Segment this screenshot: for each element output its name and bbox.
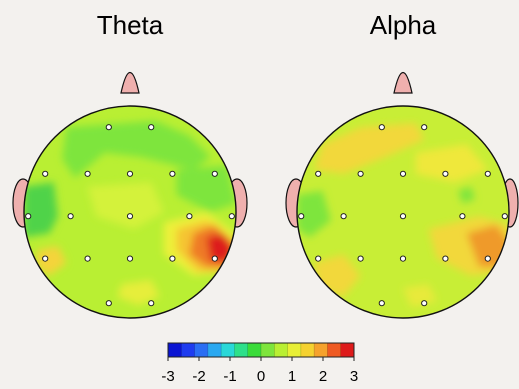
- electrode-alpha-15: [442, 255, 449, 262]
- electrode-alpha-9: [399, 213, 407, 220]
- activity-region-theta-2: [176, 165, 236, 212]
- electrode-theta-16: [211, 255, 218, 262]
- colorbar-ticks: -3 -2 -1 0 1 2 3: [161, 357, 358, 385]
- colorbar-tick-label-0: -3: [161, 368, 174, 385]
- activity-region-theta-9: [117, 279, 160, 306]
- colorbar-swatch-6: [247, 343, 262, 357]
- colorbar-swatch-4: [221, 343, 235, 357]
- colorbar-swatch-5: [234, 343, 249, 357]
- electrode-theta-3: [84, 170, 91, 177]
- activity-region-alpha-0: [314, 123, 425, 174]
- colorbar-tick-label-5: 2: [319, 368, 327, 385]
- colorbar-swatch-9: [287, 343, 302, 357]
- electrode-theta-18: [148, 300, 155, 307]
- topomap-theta: Theta: [12, 10, 248, 319]
- electrode-alpha-2: [315, 170, 322, 177]
- activity-region-theta-0: [62, 120, 211, 179]
- colorbar-tick-label-1: -2: [192, 368, 205, 385]
- electrode-alpha-8: [340, 213, 347, 220]
- colorbar-swatch-13: [340, 343, 355, 357]
- electrode-theta-15: [169, 255, 176, 262]
- head-outline-theta: [23, 105, 237, 319]
- colorbar-swatch-8: [274, 343, 289, 357]
- electrode-theta-2: [42, 170, 49, 177]
- colorbar-swatch-12: [327, 343, 342, 357]
- electrode-alpha-3: [357, 170, 364, 177]
- colorbar-swatch-11: [314, 343, 328, 357]
- colorbar-swatch-7: [261, 343, 275, 357]
- colorbar-tick-label-4: 1: [288, 368, 296, 385]
- colorbar-tick-label-6: 3: [350, 368, 358, 385]
- topomap-alpha: Alpha: [285, 10, 519, 319]
- electrode-theta-11: [228, 213, 235, 220]
- colorbar-swatch-3: [207, 343, 222, 357]
- activity-region-alpha-3: [458, 186, 476, 204]
- electrode-alpha-16: [484, 255, 491, 262]
- electrode-theta-5: [169, 170, 176, 177]
- activity-region-theta-3: [87, 182, 164, 229]
- activity-region-alpha-2: [297, 190, 331, 238]
- colorbar-swatch-2: [194, 343, 209, 357]
- colorbar-tick-label-2: -1: [223, 368, 236, 385]
- colorbar-swatch-0: [168, 343, 182, 357]
- electrode-theta-0: [105, 124, 112, 131]
- electrode-alpha-0: [378, 124, 385, 131]
- nose-theta: [120, 71, 140, 94]
- activity-regions-theta: [24, 120, 236, 306]
- colorbar-tick-label-3: 0: [257, 368, 265, 385]
- activity-region-theta-8: [36, 245, 67, 276]
- electrode-alpha-7: [298, 213, 305, 220]
- activity-region-alpha-1: [415, 144, 488, 183]
- electrode-theta-10: [186, 213, 193, 220]
- electrode-alpha-13: [357, 255, 364, 262]
- colorbar-swatch-10: [300, 343, 315, 357]
- activity-region-alpha-7: [403, 284, 437, 308]
- electrodes-alpha: [298, 124, 508, 307]
- electrode-alpha-1: [421, 124, 428, 131]
- electrode-alpha-4: [399, 170, 407, 177]
- electrode-alpha-17: [378, 300, 385, 307]
- electrode-theta-1: [148, 124, 155, 131]
- electrode-theta-12: [42, 255, 49, 262]
- electrode-alpha-14: [399, 255, 407, 262]
- electrode-alpha-18: [421, 300, 428, 307]
- colorbar: -3 -2 -1 0 1 2 3: [161, 342, 358, 385]
- electrodes-theta: [25, 124, 235, 307]
- electrode-alpha-10: [459, 213, 466, 220]
- electrode-alpha-12: [315, 255, 322, 262]
- electrode-alpha-6: [484, 170, 491, 177]
- nose-alpha: [393, 71, 413, 94]
- electrode-theta-8: [67, 213, 74, 220]
- electrode-theta-6: [211, 170, 218, 177]
- electrode-alpha-11: [501, 213, 508, 220]
- electrode-theta-4: [126, 170, 134, 177]
- head-outline-alpha: [296, 105, 510, 319]
- activity-region-theta-1: [24, 182, 58, 238]
- electrode-alpha-5: [442, 170, 449, 177]
- activity-region-alpha-5: [466, 224, 509, 268]
- electrode-theta-17: [105, 300, 112, 307]
- electrode-theta-7: [25, 213, 32, 220]
- colorbar-swatches: [168, 343, 355, 357]
- electrode-theta-14: [126, 255, 134, 262]
- electrode-theta-13: [84, 255, 91, 262]
- map-title-alpha: Alpha: [370, 10, 437, 40]
- map-title-theta: Theta: [97, 10, 164, 40]
- colorbar-swatch-1: [181, 343, 196, 357]
- electrode-theta-9: [126, 213, 134, 220]
